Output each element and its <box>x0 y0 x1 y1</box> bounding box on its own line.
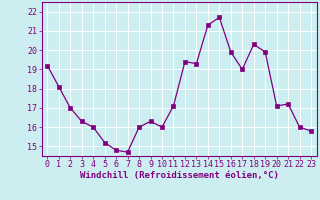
X-axis label: Windchill (Refroidissement éolien,°C): Windchill (Refroidissement éolien,°C) <box>80 171 279 180</box>
